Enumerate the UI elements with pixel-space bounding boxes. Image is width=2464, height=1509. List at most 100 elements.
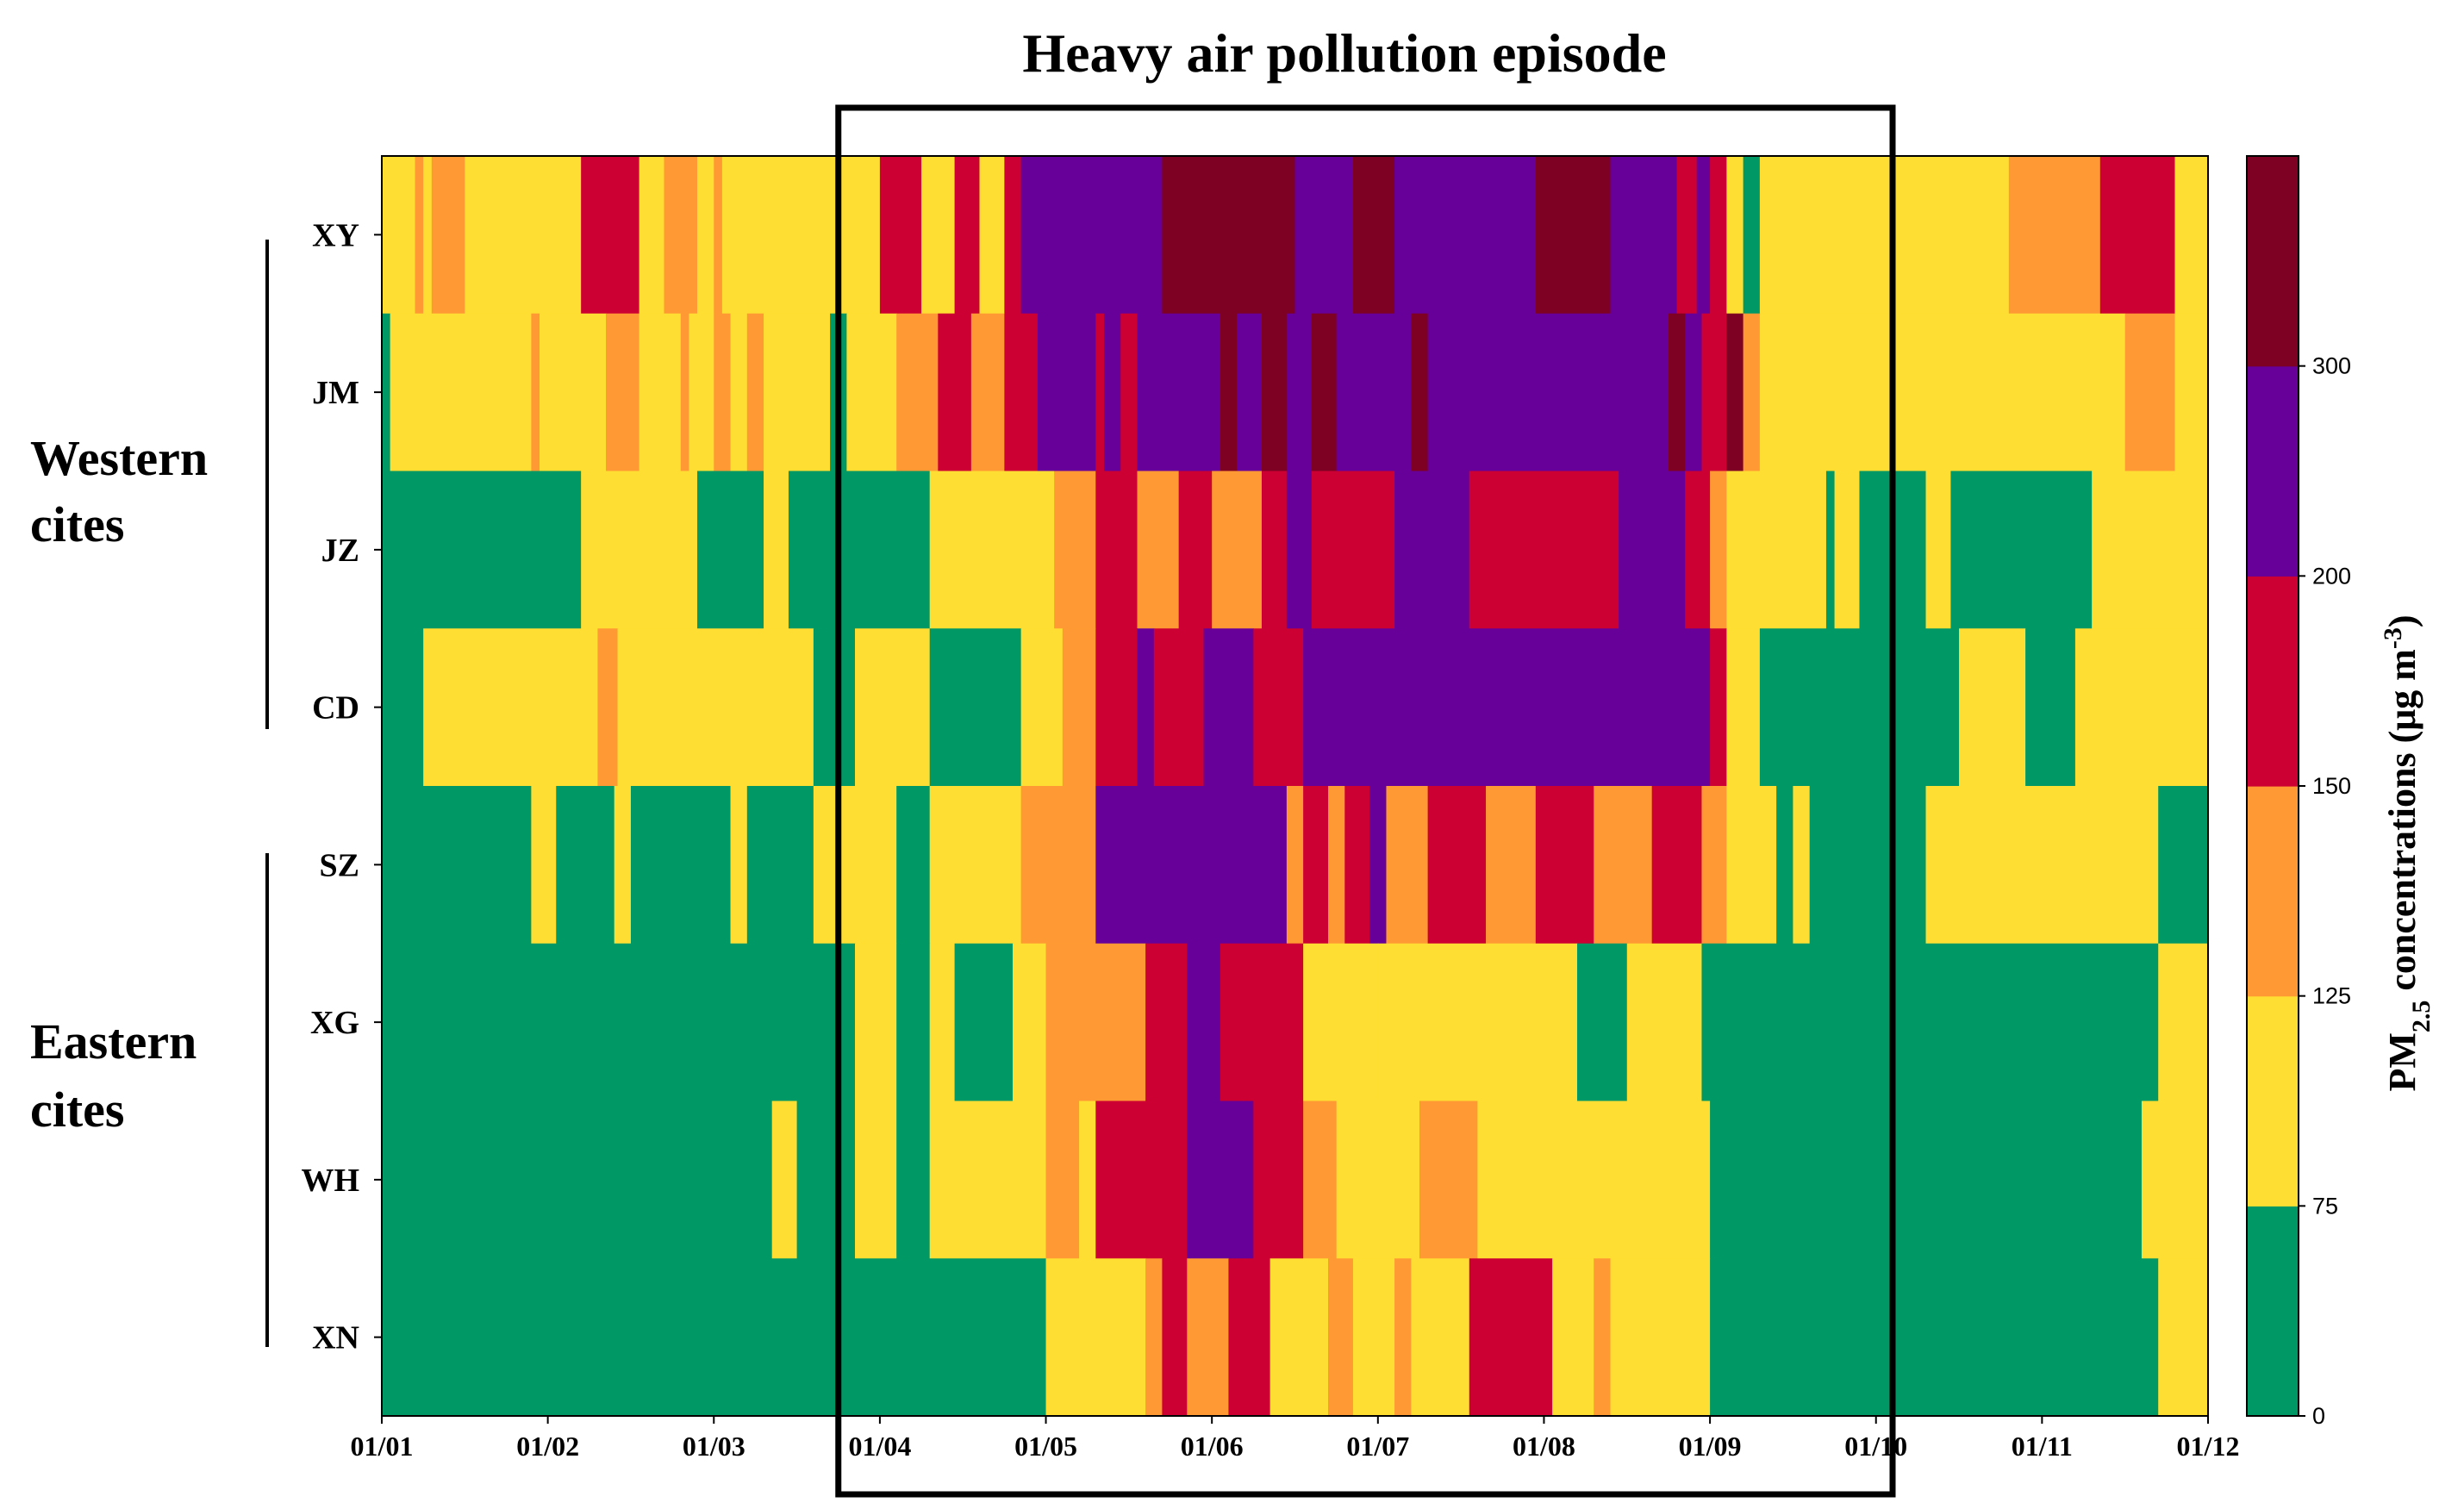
heatmap-cell-sz (382, 786, 532, 945)
heatmap-cell-jz (1286, 471, 1313, 629)
heatmap-cell-jm (540, 313, 607, 472)
heatmap-cell-jm (606, 313, 640, 472)
heatmap-cell-sz (813, 786, 897, 945)
heatmap-cell-wh (1095, 1101, 1188, 1259)
colorbar-title-rest: concentrations (μg m (2381, 649, 2423, 1000)
heatmap-cell-xy (2008, 156, 2101, 315)
heatmap-cell-jm (714, 313, 732, 472)
heatmap-cell-xy (1004, 156, 1022, 315)
heatmap-cell-sz (1594, 786, 1653, 945)
heatmap-cell-jz (1825, 471, 1836, 629)
heatmap-cell-wh (1187, 1101, 1254, 1259)
heatmap-cell-sz (1328, 786, 1345, 945)
heatmap-cell-xg (1303, 943, 1379, 1102)
x-tick-label: 01/01 (351, 1431, 414, 1462)
plot-frame (381, 155, 2209, 1417)
heatmap-cell-sz (531, 786, 557, 945)
heatmap-cell-cd (1020, 628, 1064, 787)
heatmap-cell-xn (1469, 1258, 1553, 1417)
heatmap-cell-cd (1726, 628, 1761, 787)
heatmap-cell-wh (2141, 1101, 2209, 1259)
heatmap-cell-xy (714, 156, 723, 315)
heatmap-cell-xy (664, 156, 698, 315)
heatmap-cell-jz (1469, 471, 1619, 629)
heatmap-cell-jz (1137, 471, 1180, 629)
heatmap-cell-xg (1220, 943, 1304, 1102)
heatmap-cell-sz (1303, 786, 1329, 945)
colorbar-tick-label: 75 (2312, 1193, 2338, 1219)
colorbar: 0 75 125 150 200 300 (2246, 155, 2351, 1429)
heatmap-cell-xn (1145, 1258, 1163, 1417)
chart-title: Heavy air pollution episode (1022, 22, 1666, 84)
group-label-line1: Western (30, 430, 208, 486)
heatmap-cell-xy (431, 156, 465, 315)
heatmap-cell-sz (1427, 786, 1487, 945)
heatmap-cell-jz (1261, 471, 1288, 629)
heatmap-cell-wh (1710, 1101, 2143, 1259)
heatmap-cell-sz (1809, 786, 1927, 945)
heatmap-cell-jm (689, 313, 714, 472)
heatmap-cell-jz (1178, 471, 1213, 629)
colorbar-title-end: ) (2381, 615, 2423, 628)
heatmap-cell-xg (1701, 943, 2159, 1102)
heatmap-cell-xn (1228, 1258, 1271, 1417)
heatmap-cell-cd (1959, 628, 2026, 787)
heatmap-cell-jz (1054, 471, 1096, 629)
colorbar-tick-label: 125 (2312, 983, 2351, 1009)
heatmap-cell-xy (423, 156, 433, 315)
heatmap-cell-sz (1776, 786, 1794, 945)
group-labels: Western cites Eastern cites (30, 240, 269, 1347)
heatmap-cell-cd (1203, 628, 1254, 787)
group-label-line2: cites (30, 496, 125, 552)
heatmap-cell-xn (1187, 1258, 1230, 1417)
heatmap-cell-sz (1486, 786, 1537, 945)
heatmap-cell-jm (1759, 313, 2126, 472)
heatmap-cell-jz (1925, 471, 1952, 629)
heatmap-cell-jm (1726, 313, 1744, 472)
heatmap-cell-cd (1062, 628, 1096, 787)
heatmap-cell-sz (1020, 786, 1096, 945)
heatmap-cell-cd (1137, 628, 1155, 787)
x-axis: 01/01 01/02 01/03 01/04 01/05 01/06 01/07 01/08… (351, 1416, 2239, 1462)
heatmap-cell-cd (423, 628, 599, 787)
heatmap-cell-wh (1253, 1101, 1304, 1259)
heatmap-cell-sz (730, 786, 748, 945)
group-label-line1: Eastern (30, 1013, 196, 1069)
heatmap-cell-xg (1576, 943, 1628, 1102)
heatmap-cell-xn (382, 1258, 1047, 1417)
heatmap-cell-jm (746, 313, 764, 472)
colorbar-bin (2247, 576, 2299, 787)
heatmap-cell-sz (1793, 786, 1811, 945)
heatmap-cell-jz (1950, 471, 2093, 629)
heatmap-cell-jm (1286, 313, 1313, 472)
heatmap-cell-cd (1710, 628, 1727, 787)
heatmap-cell-sz (556, 786, 615, 945)
heatmap-cell-sz (1651, 786, 1703, 945)
heatmap-cell-jm (846, 313, 897, 472)
colorbar-tick-label: 150 (2312, 773, 2351, 799)
heatmap-cell-jz (1834, 471, 1861, 629)
heatmap-cell-jm (1120, 313, 1138, 472)
heatmap-cell-jm (730, 313, 748, 472)
heatmap-cell-xg (1045, 943, 1146, 1102)
heatmap-cell-wh (1477, 1101, 1545, 1259)
heatmap-cell-jm (1261, 313, 1288, 472)
heatmap-cell-sz (1701, 786, 1727, 945)
heatmap-cell-sz (896, 786, 931, 945)
heatmap-cell-xy (1535, 156, 1612, 315)
heatmap-cell-cd (617, 628, 814, 787)
heatmap-cell-xy (721, 156, 881, 315)
heatmap-cell-xy (1162, 156, 1296, 315)
heatmap-cell-xy (921, 156, 956, 315)
heatmap-cell-wh (929, 1101, 1047, 1259)
heatmap-cell-xy (1294, 156, 1354, 315)
heatmap-cell-jz (929, 471, 1055, 629)
heatmap-cell-jz (1726, 471, 1827, 629)
heatmap-cell-jm (1103, 313, 1121, 472)
x-tick-label: 01/05 (1014, 1431, 1077, 1462)
heatmap-cell-sz (614, 786, 632, 945)
heatmap-cell-sz (746, 786, 814, 945)
colorbar-title-sub: 2.5 (2407, 1001, 2436, 1033)
heatmap-cell-xy (879, 156, 922, 315)
heatmap-cell-xg (1626, 943, 1703, 1102)
